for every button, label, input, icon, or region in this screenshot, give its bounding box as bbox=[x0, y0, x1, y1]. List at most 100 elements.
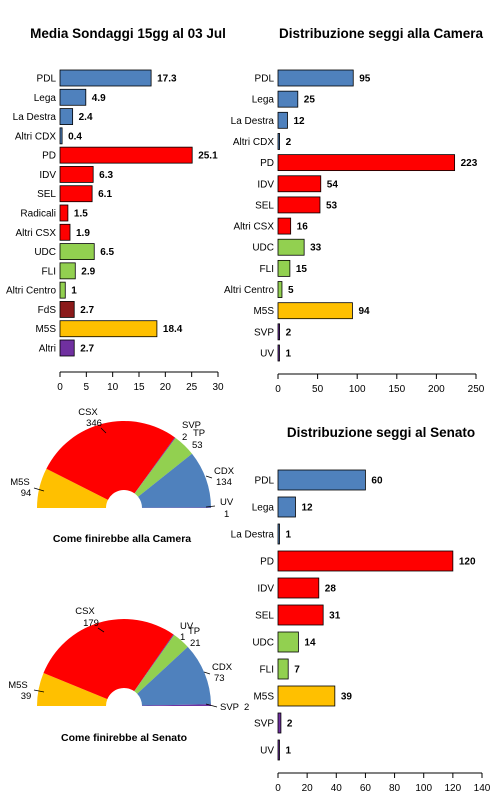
x-tick-label: 250 bbox=[468, 384, 485, 395]
slice-value-tp: 53 bbox=[192, 440, 203, 451]
bar-m5s bbox=[277, 302, 353, 320]
value-label-altri-csx: 16 bbox=[297, 222, 309, 233]
category-label-uv: UV bbox=[260, 349, 274, 360]
bar-pd bbox=[59, 146, 193, 164]
x-tick-label: 200 bbox=[428, 384, 445, 395]
category-label-pdl: PDL bbox=[255, 74, 275, 85]
leader-line bbox=[205, 475, 213, 479]
slice-value-uv: 1 bbox=[180, 632, 185, 643]
bar-uv bbox=[277, 344, 280, 362]
value-label-sel: 31 bbox=[329, 611, 341, 622]
x-tick-label: 100 bbox=[415, 783, 432, 794]
slice-value-svp: 2 bbox=[244, 702, 249, 713]
category-label-fli: FLI bbox=[42, 266, 56, 277]
bar-udc bbox=[277, 631, 299, 653]
x-tick-label: 25 bbox=[186, 382, 198, 393]
category-label-lega: Lega bbox=[252, 95, 275, 106]
value-label-svp: 2 bbox=[287, 719, 293, 730]
chart-polls: PDL 17.3 Lega 4.9 La Destra 2.4 Altri CDX 0.4 PD… bbox=[6, 69, 224, 393]
x-tick-label: 20 bbox=[160, 382, 172, 393]
value-label-pd: 25.1 bbox=[198, 151, 218, 162]
x-tick-label: 0 bbox=[275, 384, 281, 395]
category-label-altri-cdx: Altri CDX bbox=[15, 131, 56, 142]
bar-svp bbox=[277, 323, 280, 341]
bar-pdl bbox=[277, 469, 366, 491]
category-label-m5s: M5S bbox=[35, 324, 56, 335]
bar-pd bbox=[277, 550, 454, 572]
slice-csx bbox=[43, 619, 174, 700]
category-label-fli: FLI bbox=[260, 264, 274, 275]
slice-value-m5s: 94 bbox=[21, 488, 32, 499]
category-label-svp: SVP bbox=[254, 327, 274, 338]
bar-fds bbox=[59, 301, 75, 318]
value-label-udc: 6.5 bbox=[100, 247, 114, 258]
category-label-pd: PD bbox=[42, 151, 56, 162]
title-senato: Distribuzione seggi al Senato bbox=[287, 425, 475, 440]
value-label-fds: 2.7 bbox=[80, 305, 94, 316]
x-tick-label: 30 bbox=[212, 382, 224, 393]
title-camera: Distribuzione seggi alla Camera bbox=[279, 26, 484, 41]
bar-altri-centro bbox=[59, 281, 66, 299]
leader-line bbox=[33, 689, 45, 693]
category-label-pd: PD bbox=[260, 158, 274, 169]
slice-value-m5s: 39 bbox=[21, 691, 32, 702]
bar-altri bbox=[59, 339, 75, 357]
bar-radicali bbox=[59, 204, 69, 222]
bar-la-destra bbox=[277, 523, 280, 545]
slice-value-tp: 21 bbox=[190, 638, 201, 649]
category-label-udc: UDC bbox=[34, 247, 56, 258]
bar-udc bbox=[277, 238, 305, 256]
bar-m5s bbox=[59, 320, 158, 338]
category-label-lega: Lega bbox=[252, 503, 275, 514]
value-label-altri-cdx: 2 bbox=[286, 137, 292, 148]
bar-altri-cdx bbox=[59, 127, 63, 145]
value-label-altri-csx: 1.9 bbox=[76, 228, 90, 239]
slice-svp bbox=[134, 437, 176, 494]
bar-sel bbox=[59, 185, 93, 203]
slice-value-svp: 2 bbox=[182, 432, 187, 443]
bar-fli bbox=[277, 259, 291, 277]
category-label-udc: UDC bbox=[252, 243, 274, 254]
bar-altri-cdx bbox=[277, 133, 280, 150]
bar-pdl bbox=[59, 69, 152, 87]
bar-udc bbox=[59, 243, 95, 260]
value-label-udc: 33 bbox=[310, 243, 322, 254]
category-label-idv: IDV bbox=[257, 584, 274, 595]
value-label-pdl: 95 bbox=[359, 74, 371, 85]
category-label-pdl: PDL bbox=[37, 74, 57, 85]
value-label-uv: 1 bbox=[286, 746, 292, 757]
slice-value-csx: 346 bbox=[86, 418, 102, 429]
slice-label-uv: UV bbox=[220, 497, 234, 508]
value-label-sel: 53 bbox=[326, 200, 338, 211]
category-label-m5s: M5S bbox=[253, 306, 274, 317]
value-label-pdl: 17.3 bbox=[157, 74, 177, 85]
slice-label-cdx: CDX bbox=[212, 662, 233, 673]
category-label-sel: SEL bbox=[37, 189, 56, 200]
value-label-m5s: 39 bbox=[341, 692, 353, 703]
category-label-svp: SVP bbox=[254, 719, 274, 730]
value-label-altri: 2.7 bbox=[80, 344, 94, 355]
x-tick-label: 40 bbox=[331, 783, 343, 794]
value-label-m5s: 18.4 bbox=[163, 324, 183, 335]
slice-tp bbox=[134, 634, 188, 694]
value-label-altri-centro: 5 bbox=[288, 285, 294, 296]
bar-altri-csx bbox=[277, 217, 292, 235]
slice-tp bbox=[134, 437, 193, 497]
bar-lega bbox=[277, 90, 299, 108]
slice-uv bbox=[134, 634, 175, 692]
bar-altri-centro bbox=[277, 281, 283, 298]
category-label-la-destra: La Destra bbox=[13, 112, 57, 123]
value-label-altri-centro: 1 bbox=[71, 286, 77, 297]
bar-idv bbox=[277, 175, 322, 193]
slice-label-m5s: M5S bbox=[8, 680, 28, 691]
value-label-lega: 12 bbox=[301, 503, 313, 514]
bar-pd bbox=[277, 154, 456, 172]
leader-line bbox=[100, 427, 107, 434]
leader-line bbox=[97, 627, 105, 633]
value-label-lega: 25 bbox=[304, 95, 316, 106]
value-label-fli: 15 bbox=[296, 264, 308, 275]
leader-line bbox=[33, 487, 45, 492]
